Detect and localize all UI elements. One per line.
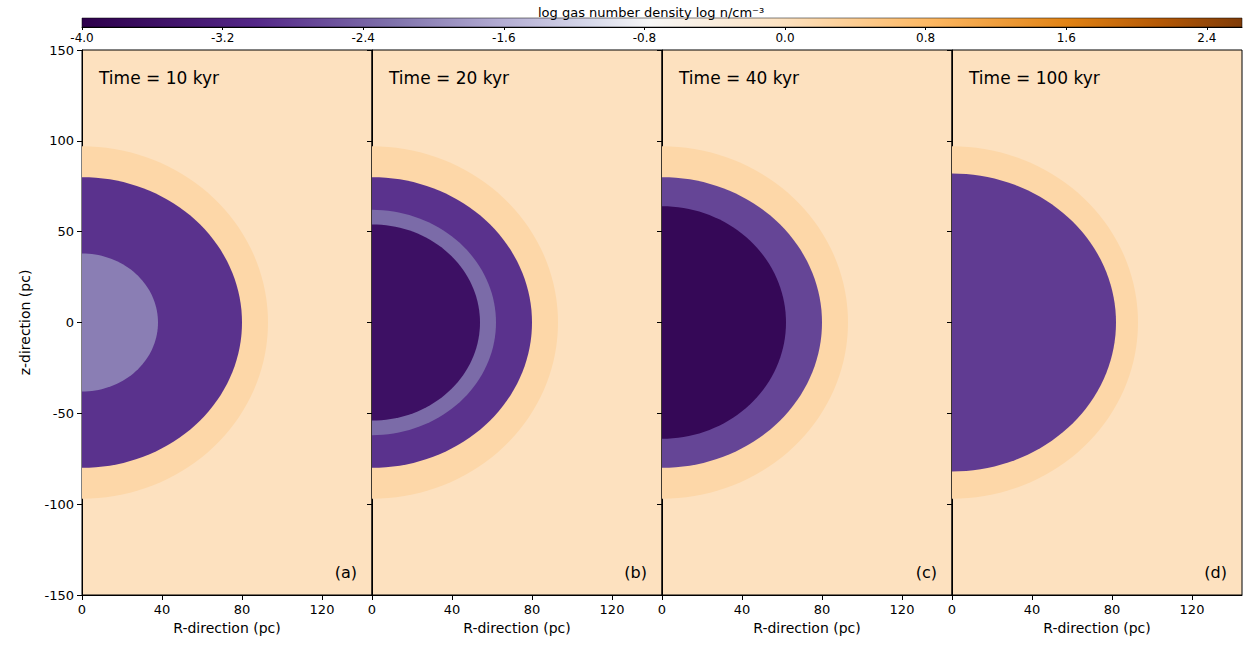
svg-text:R-direction (pc): R-direction (pc) [173,620,281,636]
svg-text:0: 0 [66,315,74,330]
svg-text:100: 100 [49,133,74,148]
svg-text:0: 0 [658,602,666,617]
svg-text:R-direction (pc): R-direction (pc) [753,620,861,636]
svg-text:R-direction (pc): R-direction (pc) [1043,620,1151,636]
svg-text:-50: -50 [53,406,74,421]
svg-text:-4.0: -4.0 [70,31,93,45]
svg-text:log gas number density log n/c: log gas number density log n/cm⁻³ [538,5,764,20]
svg-text:40: 40 [154,602,171,617]
svg-text:80: 80 [814,602,831,617]
svg-text:0: 0 [948,602,956,617]
svg-text:Time = 100 kyr: Time = 100 kyr [968,68,1100,88]
svg-text:-1.6: -1.6 [492,31,515,45]
svg-text:0: 0 [78,602,86,617]
svg-text:40: 40 [444,602,461,617]
svg-text:(a): (a) [335,563,357,582]
svg-text:120: 120 [310,602,335,617]
svg-text:1.6: 1.6 [1057,31,1076,45]
svg-text:80: 80 [234,602,251,617]
svg-text:150: 150 [49,42,74,58]
svg-text:40: 40 [734,602,751,617]
svg-text:50: 50 [57,224,74,239]
svg-text:Time = 20 kyr: Time = 20 kyr [388,68,509,88]
svg-text:120: 120 [600,602,625,617]
svg-text:0.0: 0.0 [775,31,794,45]
svg-text:-0.8: -0.8 [633,31,656,45]
svg-text:0.8: 0.8 [916,31,935,45]
svg-text:-100: -100 [44,497,74,512]
svg-text:80: 80 [1104,602,1121,617]
svg-text:120: 120 [1180,602,1205,617]
svg-text:120: 120 [890,602,915,617]
svg-text:0: 0 [368,602,376,617]
svg-text:(d): (d) [1204,563,1227,582]
svg-text:z-direction (pc): z-direction (pc) [17,270,33,376]
svg-text:2.4: 2.4 [1197,31,1216,45]
svg-text:40: 40 [1024,602,1041,617]
svg-text:Time = 40 kyr: Time = 40 kyr [678,68,799,88]
svg-text:R-direction (pc): R-direction (pc) [463,620,571,636]
svg-text:-2.4: -2.4 [352,31,375,45]
svg-text:Time = 10 kyr: Time = 10 kyr [98,68,219,88]
svg-text:-3.2: -3.2 [211,31,234,45]
svg-text:-150: -150 [44,588,74,603]
svg-text:(c): (c) [916,563,937,582]
svg-text:80: 80 [524,602,541,617]
svg-text:(b): (b) [624,563,647,582]
